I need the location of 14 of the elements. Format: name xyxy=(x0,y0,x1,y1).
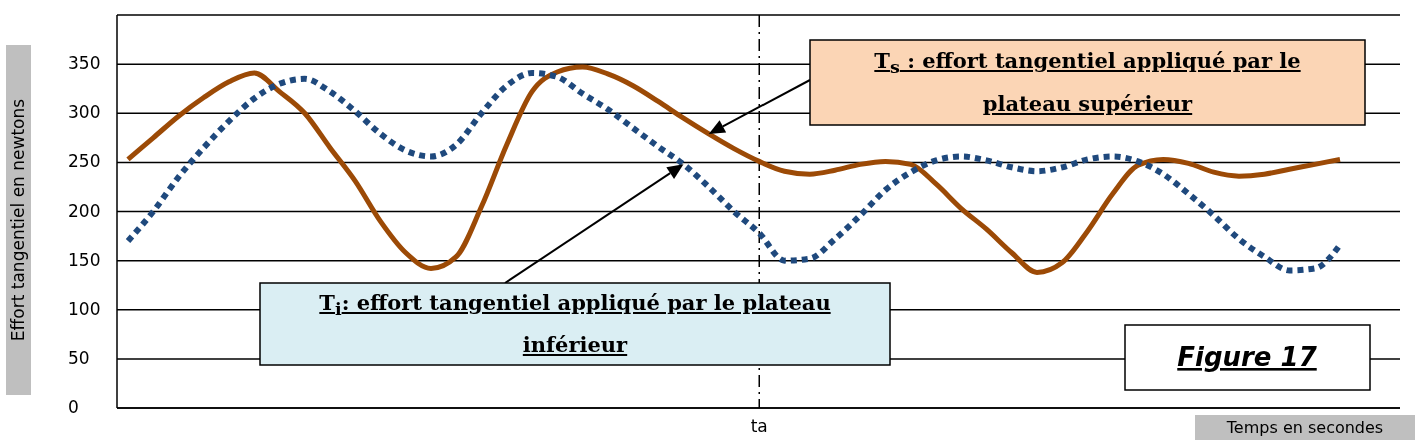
y-tick-label: 100 xyxy=(68,298,101,319)
y-tick-label: 300 xyxy=(68,102,101,123)
y-tick-label: 50 xyxy=(68,347,90,368)
y-tick-label: 0 xyxy=(68,397,79,417)
annotation: Figure 17 xyxy=(1177,341,1318,372)
y-tick-label: 150 xyxy=(68,249,101,270)
x-axis-title: Temps en secondes xyxy=(1225,417,1384,437)
y-tick-label: 350 xyxy=(68,53,101,74)
text: T$_{s}$ : effort tangentiel appliqué par le plateau supérieur xyxy=(873,47,1302,118)
x-tick-label: ta xyxy=(750,416,768,436)
y-axis-title: Effort tangentiel en newtons xyxy=(8,98,28,342)
y-tick-label: 200 xyxy=(68,200,101,221)
series-label: T$_{i}$: effort tangentiel appliqué par le plateau inférieur xyxy=(318,288,832,360)
y-tick-label: 250 xyxy=(68,151,101,172)
